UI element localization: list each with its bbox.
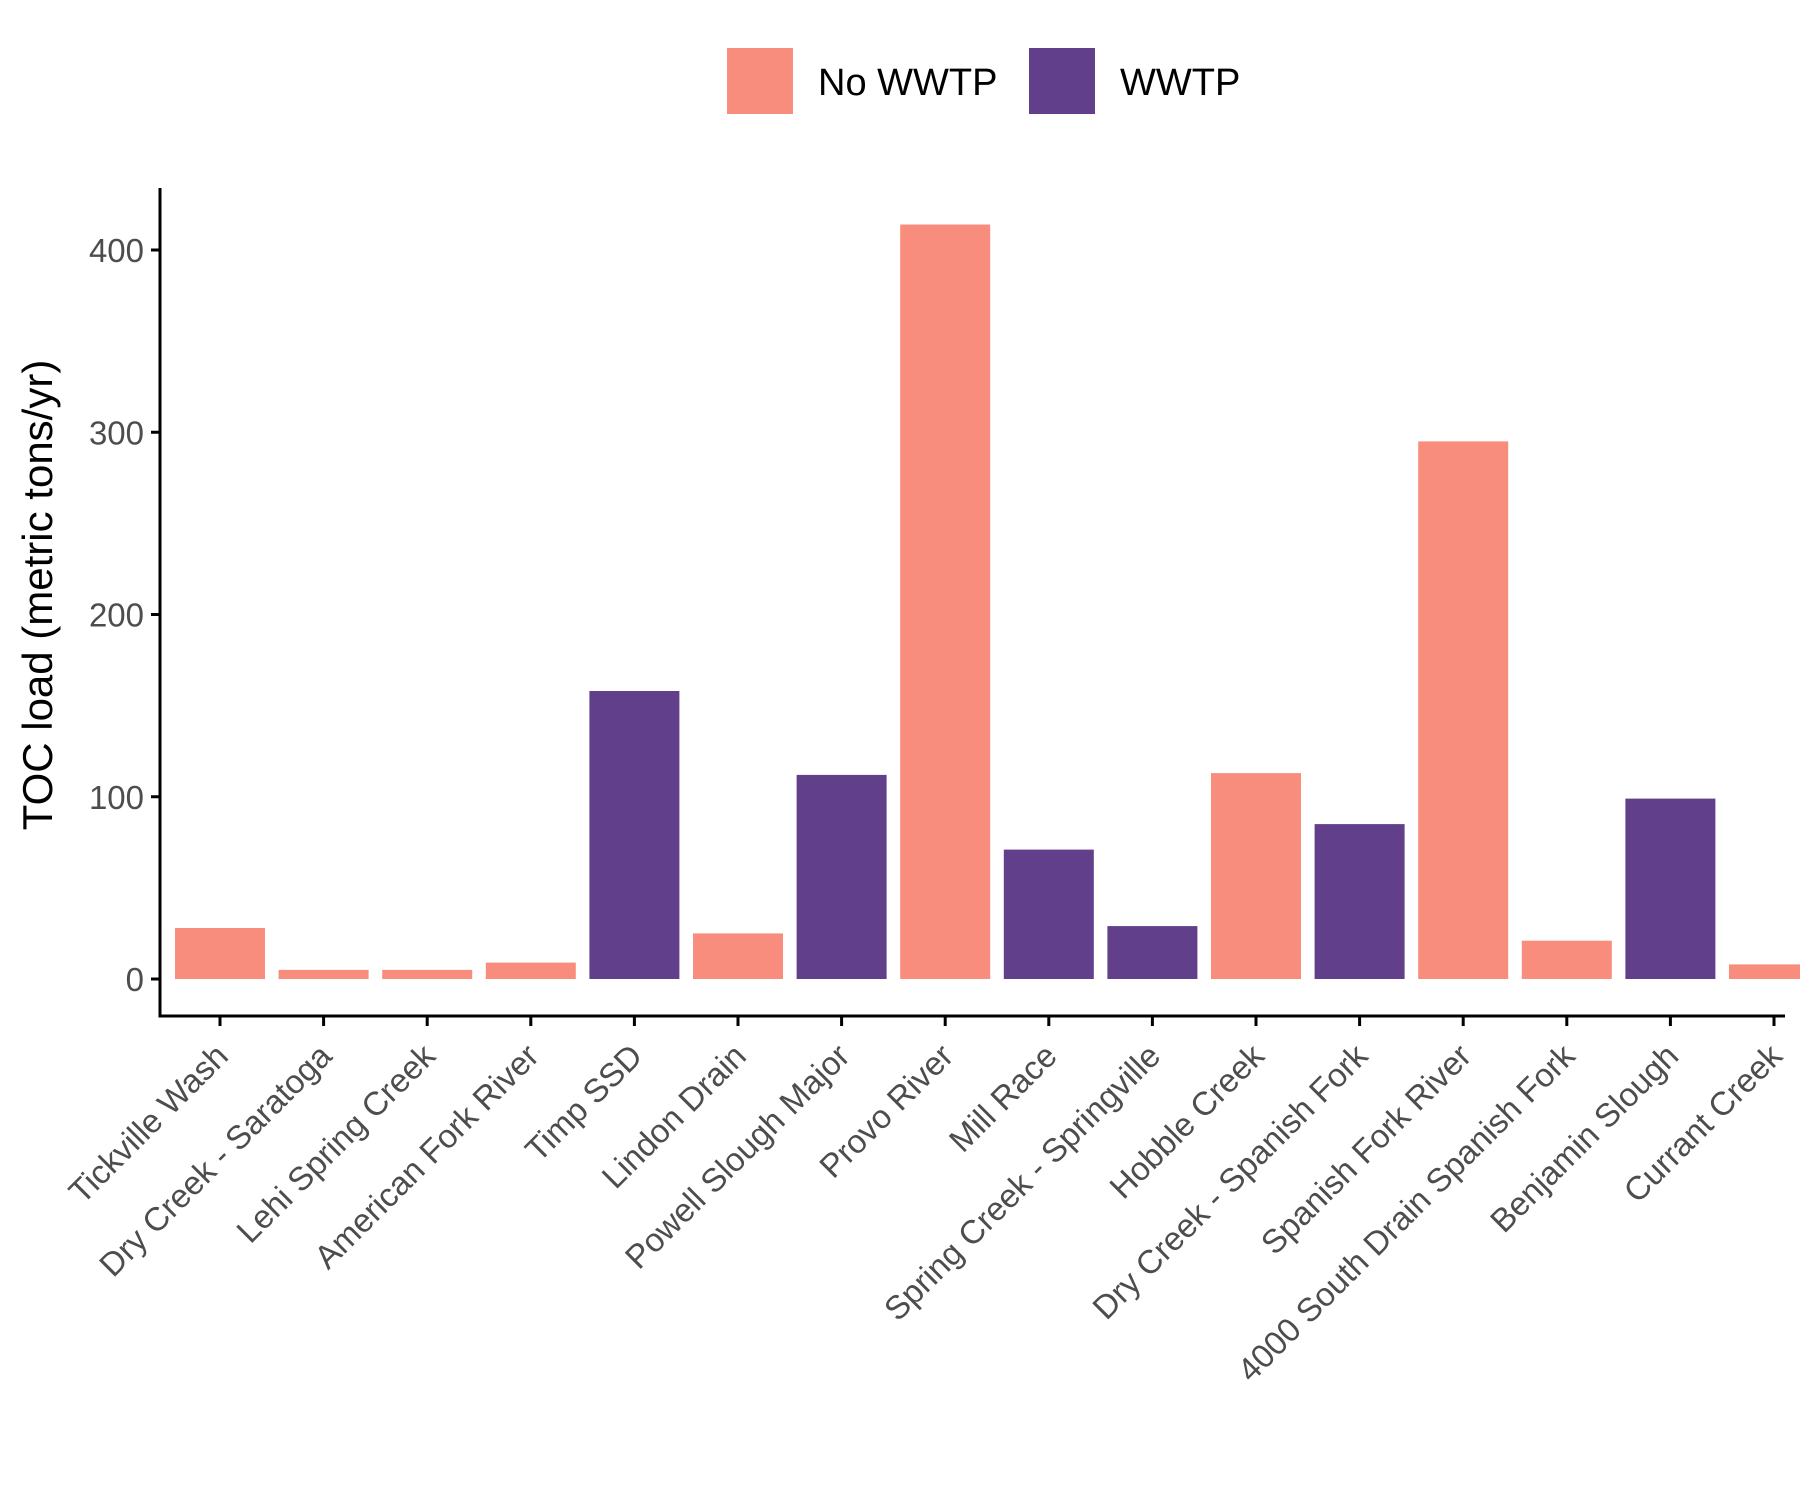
y-axis-title: TOC load (metric tons/yr) [14,360,61,831]
bar-tickville-wash [175,928,265,979]
bar-hobble-creek [1211,773,1301,979]
bar-spanish-fork-river [1418,441,1509,979]
bar-powell-slough-major [796,774,887,979]
bar-timp-ssd [589,691,680,979]
bar-provo-river [900,224,991,979]
legend: No WWTP WWTP [727,48,1240,114]
bar-american-fork-river [485,962,576,979]
bars [175,224,1800,979]
y-tick-label: 400 [89,232,144,269]
y-tick-label: 0 [126,961,144,998]
y-axis: 0 100 200 300 400 [89,188,162,1018]
bar-lehi-spring-creek [382,969,473,979]
bar-lindon-drain [693,933,783,979]
y-tick-label: 100 [89,779,144,816]
bar-mill-race [1003,849,1094,979]
x-tick-label-benjamin-slough: Benjamin Slough [1483,1037,1686,1240]
bar-spring-creek-springville [1107,926,1198,979]
bar-dry-creek-saratoga [278,969,369,979]
bar-currant-creek [1729,964,1800,979]
legend-label-wwtp: WWTP [1120,62,1240,104]
bar-dry-creek-spanish-fork [1314,824,1405,979]
bar-benjamin-slough [1625,798,1716,979]
legend-swatch-wwtp [1029,48,1095,114]
legend-swatch-no-wwtp [727,48,793,114]
y-tick-label: 200 [89,597,144,634]
legend-label-no-wwtp: No WWTP [818,62,997,104]
x-tick-label-lehi-spring-creek: Lehi Spring Creek [229,1036,442,1249]
y-tick-label: 300 [89,414,144,451]
bar-4000-south-drain-spanish-fork [1521,940,1612,979]
